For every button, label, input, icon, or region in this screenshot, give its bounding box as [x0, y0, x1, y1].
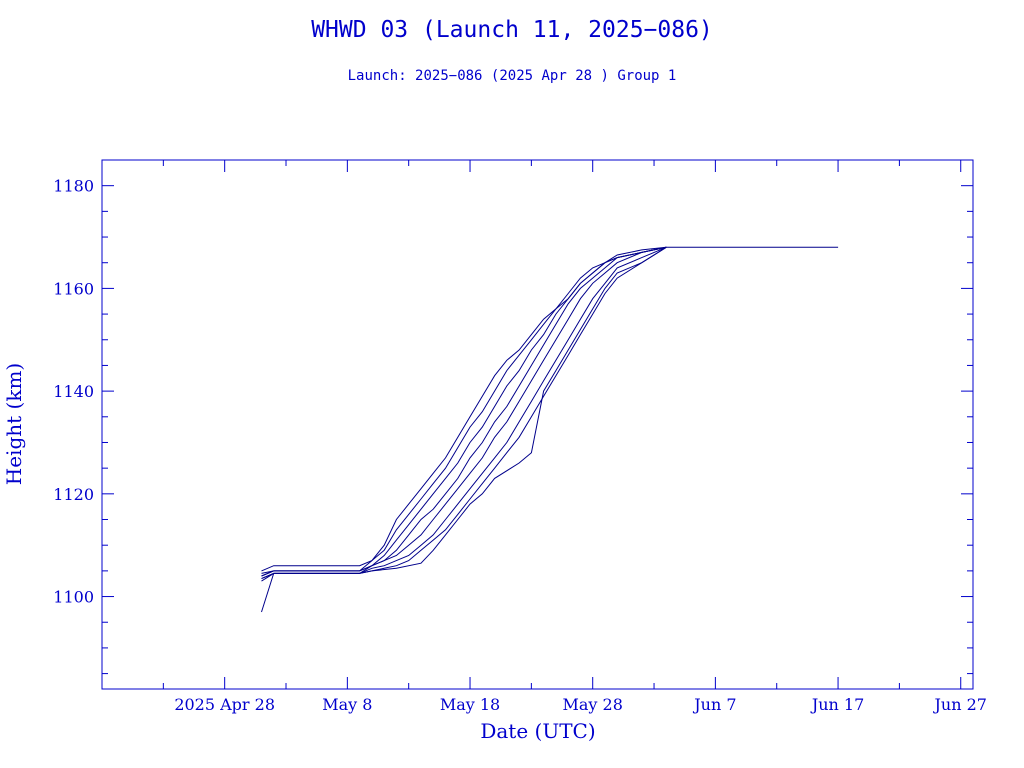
x-tick-label: 2025 Apr 28	[174, 695, 275, 714]
series-line-7	[261, 246, 667, 582]
series-line-5	[261, 246, 667, 580]
series-layer	[261, 246, 839, 613]
chart-subtitle: Launch: 2025−086 (2025 Apr 28 ) Group 1	[348, 68, 677, 84]
series-line-4	[261, 246, 667, 577]
y-tick-label: 1160	[53, 279, 94, 298]
y-tick-label: 1180	[53, 177, 94, 196]
chart-title: WHWD 03 (Launch 11, 2025−086)	[311, 17, 713, 43]
series-line-3	[261, 246, 667, 577]
x-tick-label: May 28	[563, 695, 623, 714]
x-tick-label: Jun 7	[692, 695, 736, 714]
y-axis-label: Height (km)	[2, 363, 26, 485]
y-tick-label: 1140	[53, 382, 94, 401]
tick-label-layer: 2025 Apr 28 May 8 May 18 May 28 Jun 7 Jun 17 J…	[53, 177, 987, 714]
x-tick-label: May 18	[440, 695, 500, 714]
x-tick-label: Jun 17	[810, 695, 864, 714]
series-line-6	[261, 246, 667, 580]
x-tick-label: May 8	[322, 695, 372, 714]
series-line-2	[261, 246, 667, 572]
y-tick-label: 1120	[53, 485, 94, 504]
series-line-1	[261, 246, 839, 574]
tick-layer	[101, 159, 973, 689]
x-tick-label: Jun 27	[932, 695, 986, 714]
plot-frame	[101, 159, 974, 690]
series-line-8	[261, 246, 667, 613]
y-tick-label: 1100	[53, 588, 94, 607]
x-axis-label: Date (UTC)	[480, 719, 595, 743]
